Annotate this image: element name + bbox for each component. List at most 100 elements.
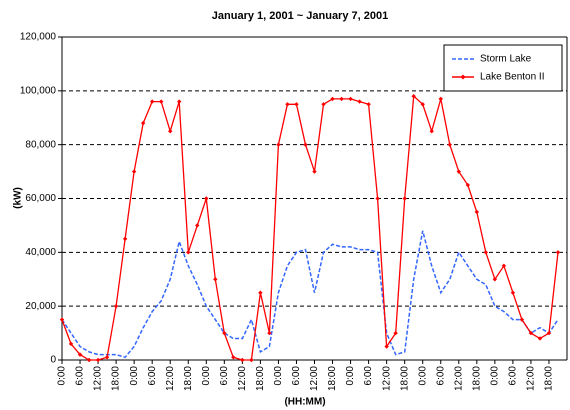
point-marker [465, 182, 471, 188]
x-tick-label: 18:00 [399, 366, 410, 391]
y-tick-label: 0 [50, 355, 56, 366]
point-marker [429, 129, 434, 134]
point-marker [95, 357, 101, 363]
point-marker [285, 102, 290, 107]
point-marker [420, 102, 425, 107]
legend-label: Lake Benton II [480, 72, 545, 83]
series-line [61, 94, 559, 361]
y-tick-label: 20,000 [25, 301, 56, 312]
point-marker [186, 250, 191, 255]
x-tick-label: 6:00 [219, 366, 230, 386]
point-marker [483, 250, 489, 255]
x-tick-label: 18:00 [327, 366, 338, 391]
x-tick-label: 12:00 [237, 366, 248, 391]
x-tick-label: 18:00 [471, 366, 482, 391]
x-tick-label: 0:00 [273, 366, 284, 386]
point-marker [357, 99, 362, 104]
point-marker [213, 277, 218, 282]
point-marker [240, 357, 245, 363]
y-tick-label: 120,000 [20, 32, 57, 43]
point-marker [249, 357, 254, 363]
y-tick-label: 60,000 [25, 193, 56, 204]
x-tick-label: 12:00 [93, 366, 104, 391]
point-marker [339, 96, 344, 102]
x-tick-label: 6:00 [363, 366, 374, 386]
legend-marker [460, 74, 466, 80]
point-marker [384, 344, 389, 349]
point-marker [510, 290, 516, 295]
point-marker [366, 102, 371, 107]
point-marker [267, 330, 272, 336]
x-tick-label: 18:00 [255, 366, 266, 391]
point-marker [276, 142, 281, 147]
x-tick-label: 6:00 [291, 366, 302, 386]
point-marker [258, 290, 263, 295]
point-marker [68, 341, 74, 347]
point-marker [492, 277, 498, 282]
x-tick-label: 6:00 [508, 366, 519, 386]
point-marker [131, 169, 137, 174]
point-marker [402, 196, 407, 201]
point-marker [140, 120, 146, 126]
point-marker [122, 236, 128, 242]
x-tick-label: 0:00 [489, 366, 500, 386]
point-marker [546, 330, 552, 336]
point-marker [158, 99, 164, 104]
point-marker [77, 352, 83, 357]
point-marker [537, 336, 543, 341]
point-marker [501, 263, 507, 268]
point-marker [438, 96, 443, 102]
point-marker [231, 355, 236, 360]
x-tick-label: 12:00 [526, 366, 537, 391]
x-tick-label: 0:00 [417, 366, 428, 386]
x-tick-label: 0:00 [57, 366, 68, 386]
point-marker [375, 196, 380, 201]
point-marker [59, 317, 65, 322]
point-marker [294, 102, 299, 107]
legend-label: Storm Lake [480, 54, 532, 65]
x-tick-label: 12:00 [453, 366, 464, 391]
x-axis-title: (HH:MM) [284, 397, 325, 408]
point-marker [177, 99, 182, 104]
point-marker [393, 330, 398, 336]
point-marker [312, 169, 317, 174]
point-marker [411, 94, 416, 99]
x-tick-label: 12:00 [309, 366, 320, 391]
x-tick-label: 12:00 [381, 366, 392, 391]
point-marker [303, 142, 308, 147]
point-marker [222, 330, 227, 336]
x-tick-label: 0:00 [345, 366, 356, 386]
x-tick-label: 6:00 [147, 366, 158, 386]
x-tick-label: 18:00 [111, 366, 122, 391]
point-marker [330, 96, 335, 102]
point-marker [195, 223, 200, 228]
legend-box [443, 44, 563, 92]
x-tick-label: 18:00 [544, 366, 555, 391]
x-tick-label: 18:00 [183, 366, 194, 391]
x-tick-label: 0:00 [129, 366, 140, 386]
x-tick-label: 6:00 [75, 366, 86, 386]
point-marker [86, 357, 92, 363]
point-marker [528, 330, 534, 336]
point-marker [456, 169, 461, 174]
point-marker [321, 102, 326, 107]
point-marker [204, 196, 209, 201]
point-marker [474, 209, 480, 215]
point-marker [168, 129, 173, 134]
chart-title: January 1, 2001 ~ January 7, 2001 [212, 10, 388, 22]
y-axis-title: (kW) [13, 187, 24, 209]
x-tick-label: 6:00 [435, 366, 446, 386]
x-tick-label: 0:00 [201, 366, 212, 386]
point-marker [113, 303, 119, 309]
point-marker [447, 142, 452, 147]
y-tick-label: 100,000 [20, 85, 57, 96]
point-marker [149, 99, 155, 104]
point-marker [555, 250, 561, 255]
y-tick-label: 40,000 [25, 247, 56, 258]
point-marker [348, 96, 353, 102]
series-line [61, 230, 559, 359]
y-tick-label: 80,000 [25, 139, 56, 150]
point-marker [104, 355, 110, 360]
